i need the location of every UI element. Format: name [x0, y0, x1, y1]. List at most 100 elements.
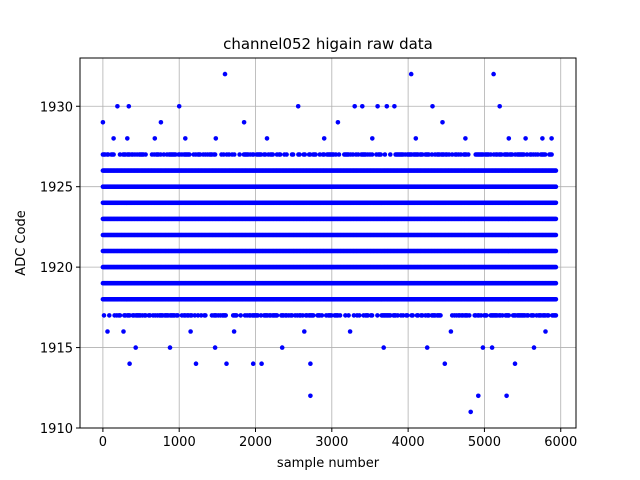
chart-title: channel052 higain raw data [223, 35, 433, 53]
data-point [176, 104, 182, 109]
data-point [388, 152, 393, 157]
data-point [369, 152, 375, 157]
data-point [133, 345, 138, 350]
data-point [476, 393, 481, 399]
y-tick-label: 1915 [40, 342, 73, 357]
data-point [274, 313, 280, 318]
data-point [321, 136, 327, 141]
data-point [438, 313, 443, 318]
data-point [531, 345, 537, 350]
x-tick-label: 3000 [315, 435, 348, 450]
data-point [231, 329, 237, 334]
data-point [553, 184, 559, 189]
data-point [212, 345, 218, 350]
data-point [491, 71, 496, 77]
data-point [413, 136, 419, 141]
y-tick-label: 1910 [40, 422, 73, 437]
data-point [382, 152, 388, 157]
data-point [424, 345, 430, 350]
data-point [223, 313, 228, 318]
data-point [232, 152, 237, 157]
data-point [277, 152, 283, 157]
data-point [480, 345, 486, 350]
data-point [100, 120, 106, 125]
data-point [335, 120, 341, 125]
data-point [311, 313, 316, 318]
data-point [392, 104, 397, 109]
x-tick-label: 1000 [163, 435, 196, 450]
data-point [346, 313, 351, 318]
x-tick-label: 4000 [392, 435, 425, 450]
data-point [384, 104, 390, 109]
x-axis-label: sample number [277, 456, 380, 471]
data-point [370, 136, 375, 141]
data-point [105, 329, 110, 334]
data-point [540, 136, 545, 141]
data-point [484, 313, 489, 318]
data-point [375, 313, 380, 318]
data-point [549, 136, 554, 141]
data-point [295, 104, 301, 109]
data-point [336, 152, 342, 157]
data-point [405, 313, 410, 318]
data-point [352, 104, 358, 109]
data-point [440, 120, 445, 125]
data-point [430, 104, 435, 109]
data-point [512, 361, 518, 367]
data-point [188, 329, 193, 334]
data-point [302, 152, 308, 157]
data-point [121, 329, 126, 334]
data-point [111, 152, 116, 157]
data-point [234, 313, 239, 318]
data-point [193, 361, 199, 367]
data-point [337, 313, 343, 318]
x-tick-label: 0 [99, 435, 107, 450]
data-point [408, 71, 414, 77]
data-point [302, 329, 307, 334]
data-point [381, 345, 387, 350]
data-point [297, 152, 302, 157]
data-point [553, 280, 559, 286]
data-point [158, 120, 164, 125]
data-point [224, 361, 229, 367]
data-point [553, 264, 559, 270]
data-point [213, 136, 219, 141]
data-point [550, 313, 555, 318]
data-point [167, 345, 173, 350]
data-point [187, 152, 192, 157]
data-point [115, 104, 120, 109]
data-point [360, 104, 365, 109]
data-point [308, 361, 313, 367]
data-point [523, 136, 528, 141]
data-point [448, 329, 454, 334]
data-point [212, 152, 218, 157]
data-point [442, 361, 448, 367]
y-tick-label: 1930 [40, 100, 73, 115]
data-point [264, 136, 270, 141]
data-point [553, 297, 559, 302]
data-point [375, 104, 380, 109]
data-point [250, 361, 256, 367]
data-point [553, 168, 559, 173]
data-point [369, 313, 375, 318]
data-point [126, 104, 132, 109]
data-point [410, 313, 416, 318]
data-point [127, 361, 132, 367]
data-point [466, 152, 471, 157]
data-point [553, 248, 559, 254]
x-tick-label: 2000 [239, 435, 272, 450]
data-point [241, 120, 247, 125]
data-point [463, 136, 468, 141]
data-point [290, 152, 296, 157]
data-point [270, 152, 276, 157]
data-point [506, 313, 512, 318]
data-point [497, 104, 503, 109]
y-axis-label: ADC Code [14, 210, 29, 275]
data-point [107, 313, 112, 318]
data-point [308, 393, 313, 399]
data-point [543, 329, 548, 334]
data-point [203, 313, 208, 318]
data-point [468, 409, 474, 415]
x-tick-label: 6000 [544, 435, 577, 450]
